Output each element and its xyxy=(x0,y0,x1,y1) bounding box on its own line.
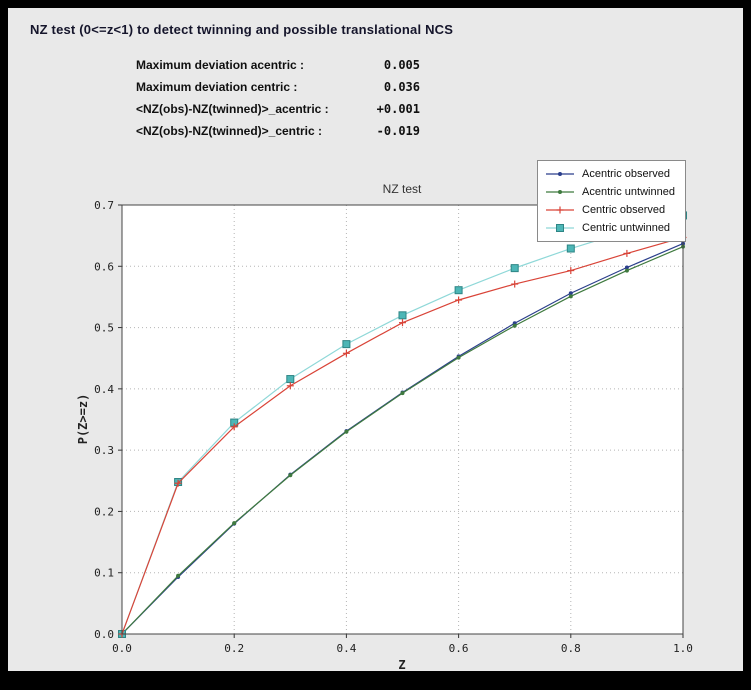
stats-block: Maximum deviation acentric : 0.005 Maxim… xyxy=(136,54,420,142)
svg-text:0.0: 0.0 xyxy=(112,642,132,655)
stat-value: -0.019 xyxy=(376,124,420,138)
legend-label: Acentric untwinned xyxy=(582,186,675,198)
stat-label: Maximum deviation centric : xyxy=(136,80,298,94)
plot-title: NZ test xyxy=(383,182,422,196)
svg-text:0.5: 0.5 xyxy=(94,322,114,335)
svg-text:0.6: 0.6 xyxy=(449,642,469,655)
svg-text:0.2: 0.2 xyxy=(224,642,244,655)
stat-label: <NZ(obs)-NZ(twinned)>_centric : xyxy=(136,124,323,138)
stat-row: Maximum deviation centric : 0.036 xyxy=(136,76,420,98)
stat-row: Maximum deviation acentric : 0.005 xyxy=(136,54,420,76)
svg-text:0.8: 0.8 xyxy=(561,642,581,655)
svg-text:0.1: 0.1 xyxy=(94,567,114,580)
stat-value: 0.036 xyxy=(383,80,420,94)
plot-background xyxy=(122,205,683,634)
stat-label: <NZ(obs)-NZ(twinned)>_acentric : xyxy=(136,102,329,116)
legend-row: Acentric observed xyxy=(544,165,675,183)
stat-row: <NZ(obs)-NZ(twinned)>_acentric : +0.001 xyxy=(136,98,420,120)
stat-value: 0.005 xyxy=(383,58,420,72)
svg-text:0.7: 0.7 xyxy=(94,199,114,212)
svg-text:0.0: 0.0 xyxy=(94,628,114,641)
legend-line-sample-icon xyxy=(546,190,574,194)
legend-label: Acentric observed xyxy=(582,168,671,180)
svg-text:0.6: 0.6 xyxy=(94,260,114,273)
legend: Acentric observed Acentric untwinned Cen… xyxy=(537,160,686,242)
legend-row: Acentric untwinned xyxy=(544,183,675,201)
svg-text:0.4: 0.4 xyxy=(94,383,114,396)
stat-row: <NZ(obs)-NZ(twinned)>_centric : -0.019 xyxy=(136,120,420,142)
legend-label: Centric observed xyxy=(582,204,666,216)
y-axis-label: P(Z>=z) xyxy=(76,394,90,445)
svg-text:0.3: 0.3 xyxy=(94,444,114,457)
x-axis-label: Z xyxy=(398,658,405,672)
legend-row: Centric observed xyxy=(544,201,675,219)
legend-row: Centric untwinned xyxy=(544,219,675,237)
legend-line-sample-icon xyxy=(546,224,574,232)
main-panel: NZ test (0<=z<1) to detect twinning and … xyxy=(8,8,743,672)
nz-test-plot: NZ test Z P(Z>=z) 0.0 0.2 0.4 0.6 0.8 1.0 0.0 0… xyxy=(76,182,693,672)
svg-text:1.0: 1.0 xyxy=(673,642,693,655)
legend-line-sample-icon xyxy=(546,172,574,176)
page-title: NZ test (0<=z<1) to detect twinning and … xyxy=(30,22,454,37)
stat-label: Maximum deviation acentric : xyxy=(136,58,305,72)
svg-text:0.4: 0.4 xyxy=(336,642,356,655)
svg-text:0.2: 0.2 xyxy=(94,505,114,518)
stat-value: +0.001 xyxy=(376,102,420,116)
legend-line-sample-icon xyxy=(546,206,574,214)
legend-label: Centric untwinned xyxy=(582,222,671,234)
